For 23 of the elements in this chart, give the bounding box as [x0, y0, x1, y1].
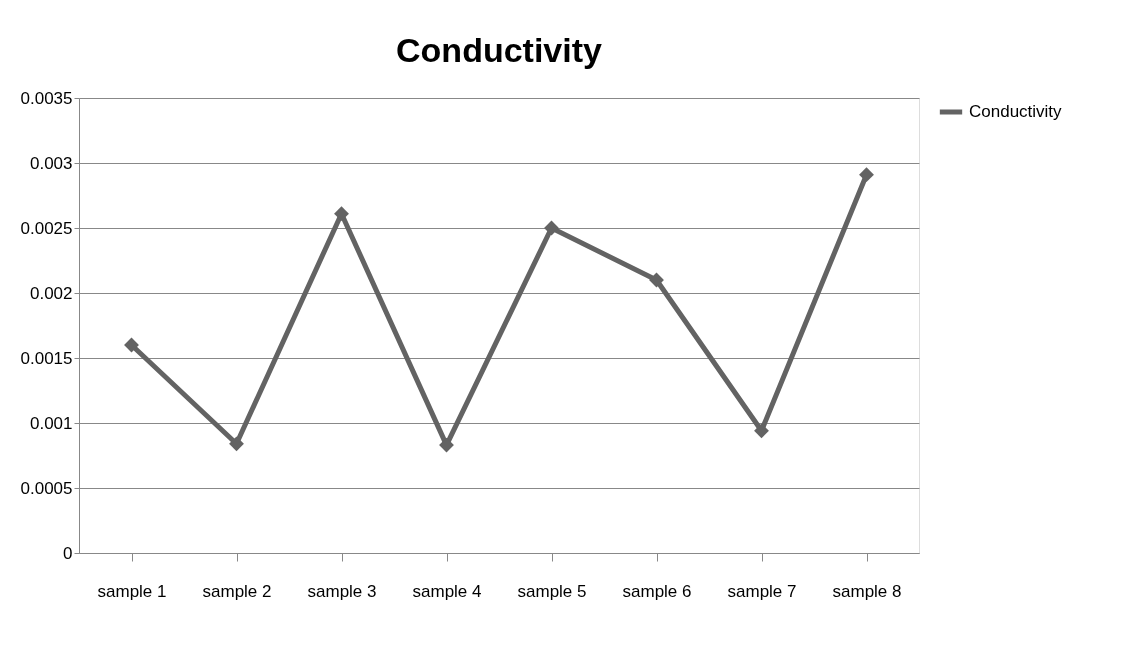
x-tick-label: sample 5: [517, 581, 587, 601]
chart-title: Conductivity: [396, 31, 603, 69]
y-tick-label: 0.0035: [20, 88, 73, 108]
x-tick-label: sample 8: [832, 581, 902, 601]
y-tick-label: 0: [63, 543, 73, 563]
x-tick-label: sample 1: [97, 581, 167, 601]
point: [229, 436, 244, 452]
x-tick-label: sample 2: [202, 581, 272, 601]
y-tick-label: 0.0015: [20, 348, 73, 368]
y-tick-label: 0.0005: [20, 478, 73, 498]
x-tick-label: sample 3: [307, 581, 377, 601]
y-tick-label: 0.002: [29, 283, 73, 303]
point: [439, 437, 454, 453]
x-tick-label: sample 7: [727, 581, 797, 601]
point: [754, 423, 769, 439]
y-tick-label: 0.0025: [20, 218, 73, 238]
x-tick-label: sample 6: [622, 581, 692, 601]
y-tick-label: 0.003: [29, 153, 73, 173]
point: [334, 206, 349, 222]
legend-label: Conductivity: [969, 102, 1063, 121]
x-tick-label: sample 4: [412, 581, 482, 601]
y-tick-label: 0.001: [29, 413, 73, 433]
point: [859, 167, 874, 183]
